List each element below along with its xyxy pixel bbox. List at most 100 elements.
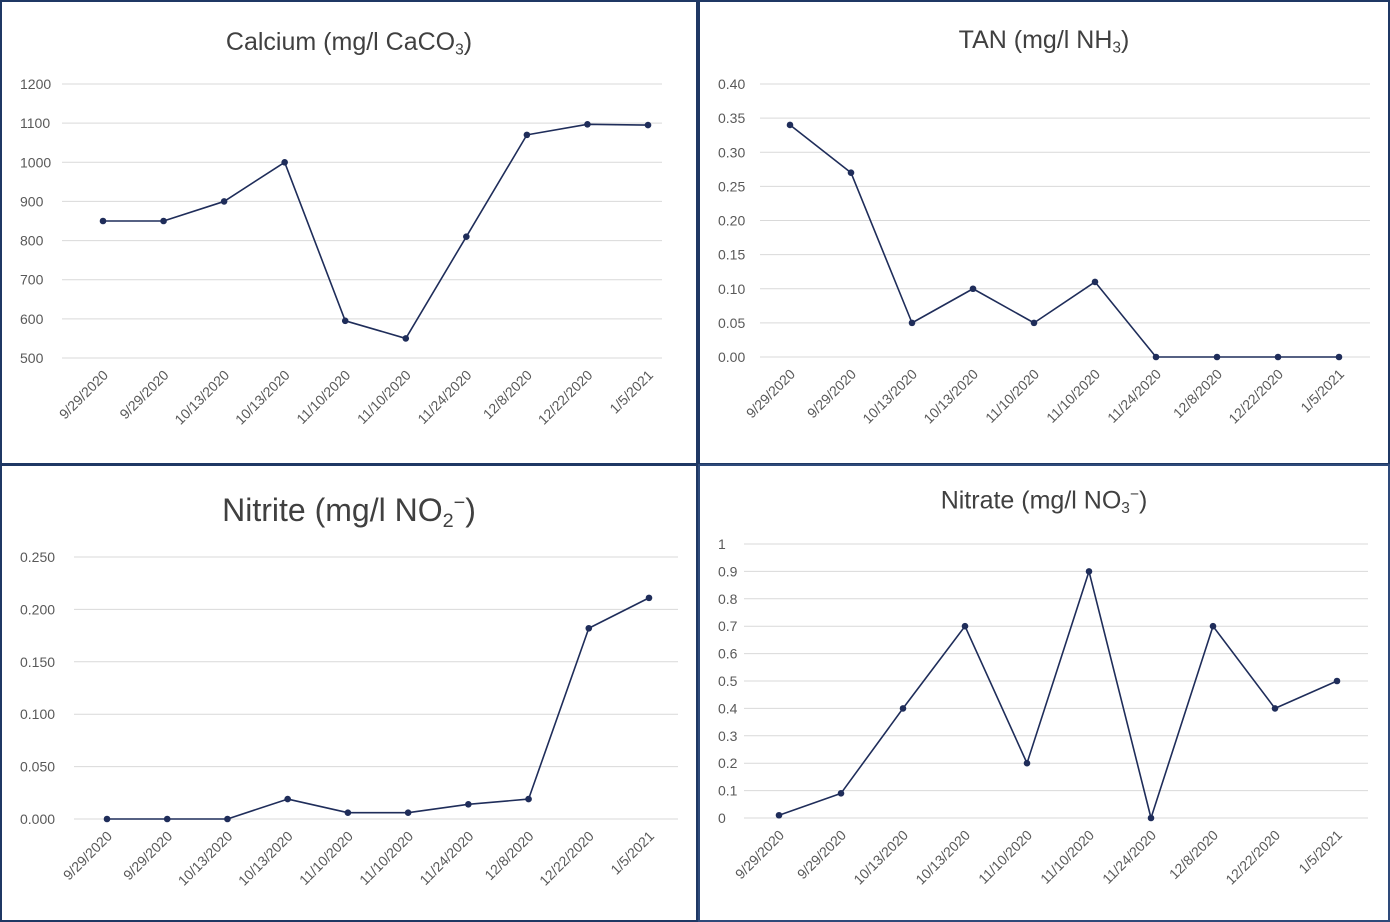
calcium-x-tick-label: 11/10/2020: [354, 367, 414, 427]
nitrite-x-tick-label: 9/29/2020: [120, 828, 176, 884]
nitrate-y-tick-label: 0.8: [718, 591, 738, 607]
nitrate-data-point: [1147, 814, 1155, 822]
tan-x-tick-label: 11/10/2020: [1043, 366, 1103, 426]
nitrite-data-point: [525, 795, 532, 803]
nitrite-x-tick-label: 12/22/2020: [536, 828, 597, 889]
nitrite-data-point: [284, 795, 291, 803]
nitrite-chart-title: Nitrite (mg/l NO2−): [222, 492, 476, 532]
nitrate-x-tick-label: 9/29/2020: [732, 827, 788, 883]
calcium-plot: 500 600 700 800 900 1000 1100 1200 9/29/2020 9/29…: [20, 76, 662, 428]
calcium-y-tick-label: 1100: [20, 115, 50, 131]
nitrate-y-tick-label: 0.5: [718, 673, 738, 689]
nitrate-y-tick-label: 0.4: [718, 700, 738, 716]
nitrite-y-tick-label: 0.250: [20, 549, 55, 565]
calcium-y-tick-label: 500: [20, 350, 44, 366]
tan-y-tick-label: 0.15: [718, 247, 745, 263]
nitrate-data-point: [899, 705, 907, 712]
tan-y-tick-label: 0.20: [718, 213, 745, 229]
tan-x-tick-label: 11/24/2020: [1104, 366, 1164, 426]
tan-x-tick-label: 12/8/2020: [1170, 366, 1226, 422]
nitrate-data-point: [1271, 705, 1279, 712]
calcium-series-line: [103, 123, 649, 340]
nitrite-data-point: [585, 624, 593, 632]
calcium-x-tick-label: 11/24/2020: [414, 367, 474, 427]
tan-plot: 0.00 0.05 0.10 0.15 0.20 0.25 0.30 0.35 0.40 9/29…: [718, 76, 1370, 427]
nitrite-x-tick-label: 1/5/2021: [607, 828, 657, 878]
nitrite-data-point: [103, 815, 111, 823]
tan-y-tick-label: 0.40: [718, 76, 745, 92]
tan-y-tick-label: 0.10: [718, 281, 745, 297]
nitrite-y-tick-label: 0.200: [20, 601, 55, 617]
calcium-data-point: [160, 217, 167, 225]
nitrate-plot: 0 0.1 0.2 0.3 0.4 0.5 0.6 0.7 0.8 0.9 1 9/29/2020 9/…: [718, 536, 1368, 888]
calcium-x-tick-label: 11/10/2020: [293, 367, 353, 427]
calcium-data-point: [523, 131, 531, 139]
nitrate-y-tick-label: 0: [718, 810, 726, 826]
nitrite-data-point: [465, 801, 472, 808]
calcium-data-point: [99, 217, 107, 225]
calcium-x-tick-label: 1/5/2021: [606, 367, 656, 417]
calcium-y-tick-label: 1000: [20, 154, 51, 170]
calcium-data-point: [584, 121, 591, 128]
tan-x-tick-label: 9/29/2020: [743, 366, 799, 422]
tan-data-point: [1030, 319, 1038, 327]
nitrate-x-tick-label: 12/22/2020: [1222, 827, 1283, 888]
nitrite-data-point: [645, 594, 653, 602]
nitrite-data-point: [224, 815, 231, 823]
nitrate-x-tick-label: 11/10/2020: [975, 827, 1035, 887]
tan-data-point: [1091, 278, 1099, 286]
nitrite-data-point: [344, 809, 352, 817]
nitrate-data-point: [1085, 568, 1093, 575]
tan-x-tick-label: 1/5/2021: [1297, 366, 1347, 416]
nitrate-data-point: [961, 622, 969, 630]
calcium-x-tick-label: 10/13/2020: [171, 367, 232, 428]
nitrite-data-point: [163, 815, 171, 823]
tan-y-tick-label: 0.00: [718, 349, 745, 365]
nitrite-x-tick-label: 11/24/2020: [416, 828, 476, 888]
tan-y-tick-label: 0.35: [718, 110, 745, 126]
tan-chart: TAN (mg/l NH3) 0.00 0.05 0.10 0.15 0.20 0.25 0…: [698, 0, 1390, 465]
nitrite-data-point: [404, 809, 412, 817]
nitrite-y-tick-label: 0.150: [20, 654, 55, 670]
nitrate-x-tick-label: 10/13/2020: [912, 827, 973, 888]
nitrate-chart: Nitrate (mg/l NO3−) 0 0.1 0.2 0.3 0.4 0.5 0.6 0…: [698, 464, 1390, 922]
nitrate-x-tick-label: 1/5/2021: [1295, 827, 1345, 877]
nitrite-plot: 0.000 0.050 0.100 0.150 0.200 0.250 9/29/2020 9…: [20, 549, 678, 889]
nitrate-y-tick-label: 0.6: [718, 646, 738, 662]
calcium-y-tick-label: 800: [20, 233, 44, 249]
nitrate-x-tick-label: 9/29/2020: [794, 827, 850, 883]
tan-x-tick-label: 10/13/2020: [859, 366, 920, 427]
nitrate-y-tick-label: 0.2: [718, 755, 738, 771]
nitrite-x-tick-label: 11/10/2020: [296, 828, 356, 888]
tan-data-point: [1213, 353, 1221, 361]
nitrite-y-tick-label: 0.100: [20, 706, 55, 722]
tan-y-tick-label: 0.05: [718, 315, 745, 331]
calcium-data-point: [281, 158, 288, 166]
nitrite-chart: Nitrite (mg/l NO2−) 0.000 0.050 0.100 0.150…: [0, 464, 698, 922]
calcium-chart: Calcium (mg/l CaCO3) 500 600 700 800 900 1000…: [0, 0, 698, 465]
nitrate-y-tick-label: 0.1: [718, 783, 738, 799]
tan-series-line: [789, 124, 1339, 358]
nitrate-data-point: [1209, 622, 1217, 630]
nitrate-y-tick-label: 1: [718, 536, 726, 552]
nitrate-y-tick-label: 0.7: [718, 618, 738, 634]
nitrate-x-tick-label: 10/13/2020: [850, 827, 911, 888]
nitrate-x-tick-label: 11/10/2020: [1037, 827, 1097, 887]
calcium-x-tick-label: 9/29/2020: [116, 367, 172, 423]
calcium-x-tick-label: 10/13/2020: [232, 367, 293, 428]
nitrate-y-tick-label: 0.9: [718, 563, 738, 579]
nitrate-data-point: [837, 790, 845, 797]
calcium-data-point: [220, 198, 228, 205]
tan-y-tick-label: 0.30: [718, 144, 745, 160]
calcium-y-tick-label: 1200: [20, 76, 51, 92]
tan-x-tick-label: 10/13/2020: [920, 366, 981, 427]
calcium-y-tick-label: 700: [20, 272, 44, 288]
nitrate-data-point: [775, 811, 783, 819]
nitrite-series-line: [107, 597, 650, 820]
calcium-x-tick-label: 12/8/2020: [480, 367, 536, 423]
nitrate-series-line: [778, 570, 1338, 819]
nitrite-x-tick-label: 10/13/2020: [175, 828, 236, 889]
nitrite-x-tick-label: 10/13/2020: [235, 828, 296, 889]
nitrite-y-tick-label: 0.000: [20, 811, 55, 827]
calcium-y-tick-label: 900: [20, 193, 44, 209]
